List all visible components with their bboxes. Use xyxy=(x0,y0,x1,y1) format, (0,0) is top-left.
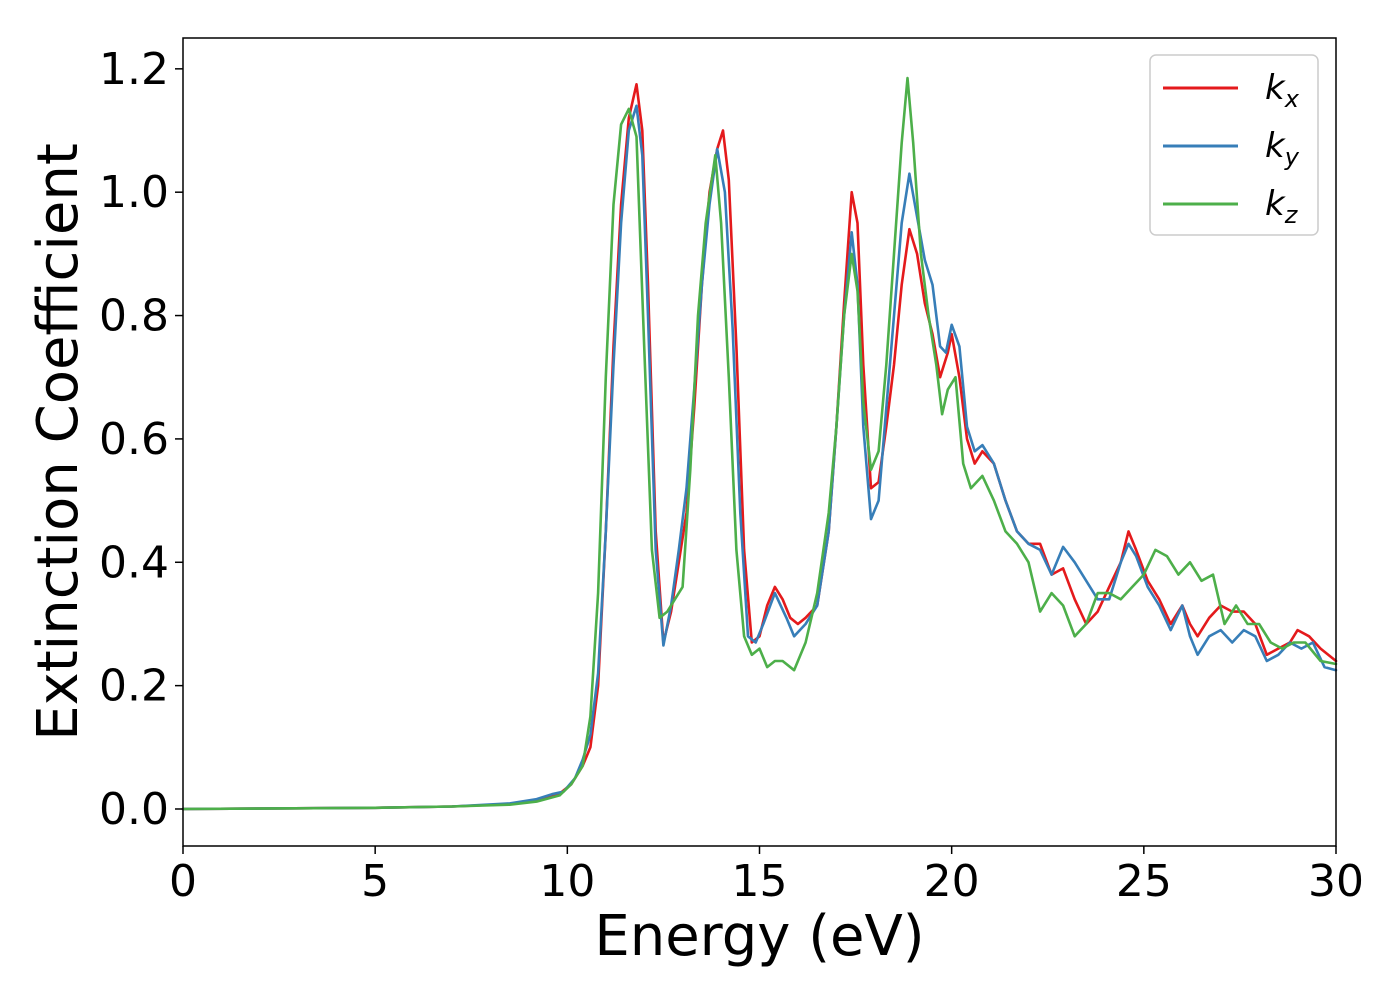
y-tick-label: 0.2 xyxy=(99,661,169,712)
y-axis-label: Extinction Coefficient xyxy=(26,143,91,741)
x-tick-label: 20 xyxy=(924,856,980,907)
series-line-ky xyxy=(181,104,1338,811)
legend-label-subscript: z xyxy=(1284,201,1299,229)
y-tick-label: 1.2 xyxy=(99,44,169,95)
legend-label-subscript: x xyxy=(1284,85,1300,113)
y-tick-label: 0.6 xyxy=(99,414,169,465)
legend-label-subscript: y xyxy=(1284,143,1300,171)
x-tick-label: 15 xyxy=(732,856,788,907)
legend-label-base: k xyxy=(1265,68,1286,108)
y-tick-label: 0.4 xyxy=(99,537,169,588)
legend-label-base: k xyxy=(1265,184,1286,224)
legend-label-base: k xyxy=(1265,126,1286,166)
series-layer xyxy=(181,76,1338,811)
x-tick-label: 25 xyxy=(1116,856,1172,907)
x-axis-label: Energy (eV) xyxy=(594,904,924,969)
y-axis-ticks: 0.0 0.2 0.4 0.6 0.8 1.0 1.2 xyxy=(99,44,183,835)
x-tick-label: 5 xyxy=(361,856,389,907)
x-tick-label: 30 xyxy=(1308,856,1364,907)
y-tick-label: 0.0 xyxy=(99,784,169,835)
legend-label-kz: kz xyxy=(1265,184,1299,229)
y-tick-label: 0.8 xyxy=(99,291,169,342)
y-tick-label: 1.0 xyxy=(99,167,169,218)
legend-label-ky: ky xyxy=(1265,126,1300,171)
legend-label-kx: kx xyxy=(1265,68,1300,113)
x-tick-label: 0 xyxy=(169,856,197,907)
x-axis-ticks: 0 5 10 15 20 25 30 xyxy=(169,846,1364,907)
x-tick-label: 10 xyxy=(539,856,595,907)
series-line-kz xyxy=(181,76,1338,811)
